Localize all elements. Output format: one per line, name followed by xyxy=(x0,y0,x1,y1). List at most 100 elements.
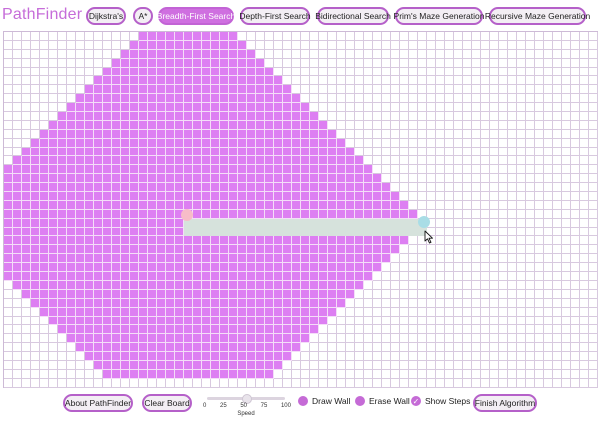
grid-cell[interactable] xyxy=(355,298,364,308)
grid-cell[interactable] xyxy=(310,360,319,370)
grid-cell[interactable] xyxy=(481,129,490,139)
grid-cell[interactable] xyxy=(562,280,571,290)
grid-cell[interactable] xyxy=(256,174,265,184)
grid-cell[interactable] xyxy=(211,192,220,201)
grid-cell[interactable] xyxy=(193,138,202,148)
grid-cell[interactable] xyxy=(220,147,229,157)
grid-cell[interactable] xyxy=(364,58,373,68)
grid-cell[interactable] xyxy=(202,245,211,255)
grid-cell[interactable] xyxy=(193,94,202,104)
grid-cell[interactable] xyxy=(535,165,544,175)
grid-cell[interactable] xyxy=(67,218,76,228)
grid-cell[interactable] xyxy=(337,263,346,273)
grid-cell[interactable] xyxy=(175,156,184,166)
grid-cell[interactable] xyxy=(409,165,418,175)
grid-cell[interactable] xyxy=(274,165,283,175)
grid-cell[interactable] xyxy=(553,280,562,290)
grid-cell[interactable] xyxy=(526,352,535,361)
grid-cell[interactable] xyxy=(481,245,490,255)
grid-cell[interactable] xyxy=(220,40,229,50)
grid-cell[interactable] xyxy=(589,183,598,193)
grid-cell[interactable] xyxy=(58,129,67,139)
grid-cell[interactable] xyxy=(463,103,472,113)
grid-cell[interactable] xyxy=(13,156,22,166)
grid-cell[interactable] xyxy=(490,236,499,246)
grid-cell[interactable] xyxy=(211,40,220,50)
grid-cell[interactable] xyxy=(517,156,526,166)
grid-cell[interactable] xyxy=(319,227,328,237)
grid-cell[interactable] xyxy=(472,32,481,41)
grid-cell[interactable] xyxy=(76,360,85,370)
grid-cell[interactable] xyxy=(472,369,481,379)
grid-cell[interactable] xyxy=(382,67,391,77)
grid-cell[interactable] xyxy=(238,236,247,246)
grid-cell[interactable] xyxy=(67,183,76,193)
grid-cell[interactable] xyxy=(418,254,427,264)
grid-cell[interactable] xyxy=(427,254,436,264)
grid-cell[interactable] xyxy=(94,49,103,59)
grid-cell[interactable] xyxy=(22,334,31,344)
grid-cell[interactable] xyxy=(229,254,238,264)
grid-cell[interactable] xyxy=(571,263,580,273)
grid-cell[interactable] xyxy=(49,316,58,326)
grid-cell[interactable] xyxy=(238,209,247,219)
grid-cell[interactable] xyxy=(49,280,58,290)
grid-cell[interactable] xyxy=(364,272,373,281)
grid-cell[interactable] xyxy=(391,263,400,273)
grid-cell[interactable] xyxy=(274,174,283,184)
grid-cell[interactable] xyxy=(337,58,346,68)
grid-cell[interactable] xyxy=(58,316,67,326)
grid-cell[interactable] xyxy=(49,200,58,210)
grid-cell[interactable] xyxy=(364,298,373,308)
grid-cell[interactable] xyxy=(310,378,319,388)
grid-cell[interactable] xyxy=(40,129,49,139)
grid-cell[interactable] xyxy=(31,94,40,104)
grid-cell[interactable] xyxy=(193,165,202,175)
grid-cell[interactable] xyxy=(13,138,22,148)
grid-cell[interactable] xyxy=(535,76,544,86)
grid-cell[interactable] xyxy=(337,352,346,361)
grid-cell[interactable] xyxy=(211,316,220,326)
grid-cell[interactable] xyxy=(481,85,490,95)
grid-cell[interactable] xyxy=(112,192,121,201)
grid-cell[interactable] xyxy=(580,200,589,210)
grid-cell[interactable] xyxy=(166,325,175,335)
grid-cell[interactable] xyxy=(58,325,67,335)
grid-cell[interactable] xyxy=(490,129,499,139)
grid-cell[interactable] xyxy=(13,200,22,210)
grid-cell[interactable] xyxy=(121,129,130,139)
grid-cell[interactable] xyxy=(427,263,436,273)
grid-cell[interactable] xyxy=(139,94,148,104)
grid-cell[interactable] xyxy=(94,272,103,281)
grid-cell[interactable] xyxy=(427,183,436,193)
grid-cell[interactable] xyxy=(517,58,526,68)
grid-cell[interactable] xyxy=(58,76,67,86)
grid-cell[interactable] xyxy=(58,94,67,104)
grid-cell[interactable] xyxy=(283,112,292,121)
grid-cell[interactable] xyxy=(40,147,49,157)
grid-cell[interactable] xyxy=(85,352,94,361)
grid-cell[interactable] xyxy=(130,272,139,281)
grid-cell[interactable] xyxy=(94,67,103,77)
end-node[interactable] xyxy=(418,216,430,228)
grid-cell[interactable] xyxy=(31,40,40,50)
grid-cell[interactable] xyxy=(220,245,229,255)
grid-cell[interactable] xyxy=(157,334,166,344)
grid-cell[interactable] xyxy=(103,263,112,273)
grid-cell[interactable] xyxy=(553,156,562,166)
grid-cell[interactable] xyxy=(355,147,364,157)
grid-cell[interactable] xyxy=(58,32,67,41)
grid-cell[interactable] xyxy=(463,263,472,273)
grid-cell[interactable] xyxy=(499,334,508,344)
grid-cell[interactable] xyxy=(454,103,463,113)
grid-cell[interactable] xyxy=(517,227,526,237)
grid-cell[interactable] xyxy=(202,58,211,68)
grid-cell[interactable] xyxy=(391,103,400,113)
grid-cell[interactable] xyxy=(418,85,427,95)
grid-cell[interactable] xyxy=(148,120,157,130)
grid-cell[interactable] xyxy=(472,316,481,326)
grid-cell[interactable] xyxy=(508,245,517,255)
grid-cell[interactable] xyxy=(472,218,481,228)
grid-cell[interactable] xyxy=(22,263,31,273)
grid-cell[interactable] xyxy=(40,360,49,370)
